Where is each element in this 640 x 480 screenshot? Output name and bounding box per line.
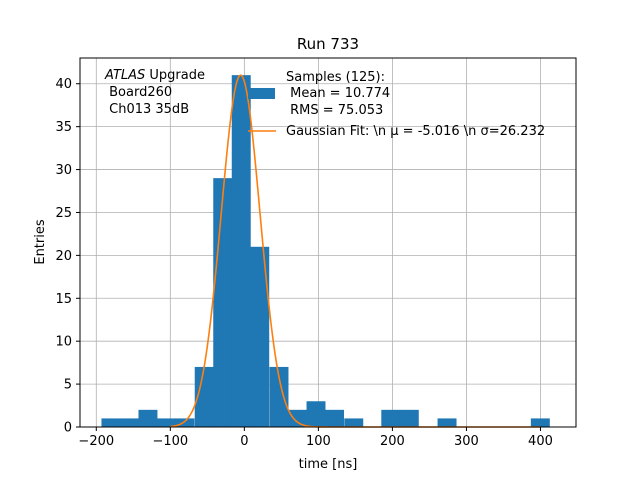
y-axis-title: Entries — [33, 219, 48, 265]
y-tick-label: 5 — [64, 378, 72, 393]
legend-fit-label: Gaussian Fit: \n μ = -5.016 \n σ=26.232 — [286, 124, 545, 139]
histogram-bar — [101, 418, 121, 427]
histogram-bar — [288, 409, 307, 427]
x-tick-label: −100 — [152, 434, 188, 449]
plot-frame — [79, 57, 577, 428]
legend-samples-line3: RMS = 75.053 — [286, 103, 383, 118]
legend-samples-line1: Samples (125): — [286, 70, 385, 85]
upgrade-label: Upgrade — [145, 68, 205, 83]
channel-label: Ch013 35dB — [105, 102, 189, 117]
y-tick-label: 0 — [64, 421, 72, 436]
histogram-bar — [194, 366, 214, 427]
y-tick-label: 35 — [55, 120, 72, 135]
x-tick-label: −200 — [78, 434, 114, 449]
histogram-bar — [119, 418, 139, 427]
legend-samples-line2: Mean = 10.774 — [286, 86, 390, 101]
y-tick-label: 10 — [55, 335, 72, 350]
atlas-annotation: ATLAS Upgrade Board260 Ch013 35dB — [104, 68, 205, 117]
atlas-label: ATLAS — [104, 68, 145, 83]
y-tick-label: 25 — [55, 206, 72, 221]
histogram-bar — [269, 366, 289, 427]
y-tick-label: 30 — [55, 163, 72, 178]
legend: Samples (125): Mean = 10.774 RMS = 75.05… — [248, 70, 545, 139]
x-tick-label: 0 — [240, 434, 248, 449]
histogram-bar — [530, 418, 550, 427]
histogram-bar — [138, 409, 158, 427]
histogram-bar — [306, 401, 326, 427]
x-axis-title: time [ns] — [299, 457, 358, 472]
x-tick-label: 200 — [380, 434, 405, 449]
histogram-bar — [213, 178, 233, 427]
histogram-bar — [231, 75, 251, 428]
x-axis-ticks: −200 −100 0 100 200 300 400 — [78, 427, 553, 449]
histogram-bar — [175, 418, 195, 427]
x-tick-label: 100 — [306, 434, 331, 449]
histogram-bar — [250, 246, 270, 427]
y-tick-label: 40 — [55, 77, 72, 92]
histogram-bar — [325, 409, 344, 427]
legend-samples-swatch — [248, 88, 275, 99]
histogram-bar — [437, 418, 457, 427]
y-tick-label: 15 — [55, 292, 72, 307]
histogram-bar — [381, 409, 401, 427]
chart-title: Run 733 — [297, 35, 359, 53]
y-axis-ticks: 0 5 10 15 20 25 30 35 40 — [55, 77, 80, 436]
x-tick-label: 300 — [454, 434, 479, 449]
histogram-bar — [156, 418, 176, 427]
histogram-bar — [399, 409, 419, 427]
histogram-bar — [344, 418, 364, 427]
x-tick-label: 400 — [528, 434, 553, 449]
board-label: Board260 — [105, 85, 172, 100]
histogram-bars — [101, 75, 550, 428]
y-tick-label: 20 — [55, 249, 72, 264]
svg-text:ATLAS Upgrade: ATLAS Upgrade — [104, 68, 205, 83]
